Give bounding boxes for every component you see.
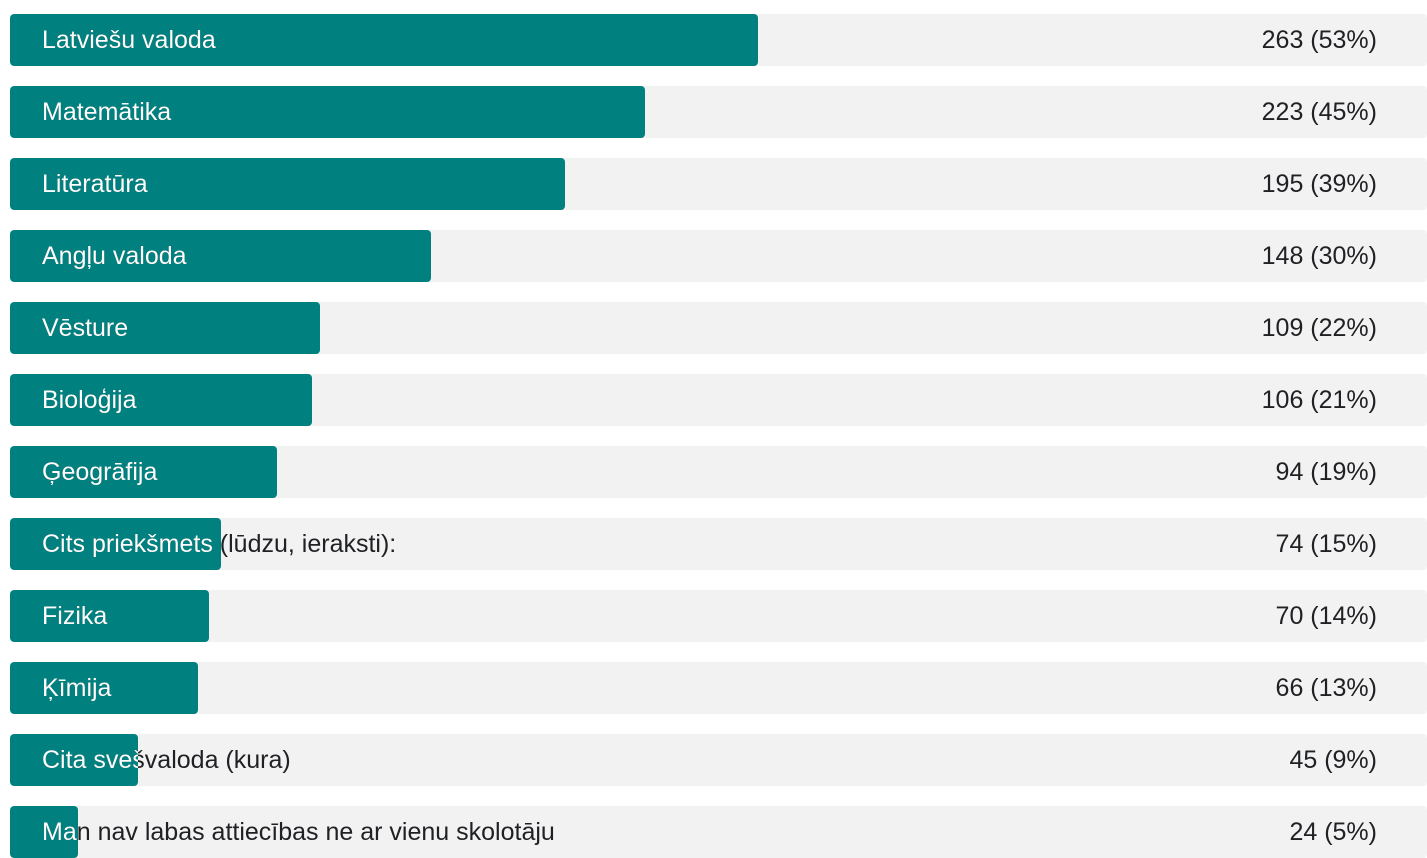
bar xyxy=(10,590,209,642)
bar-row: Literatūra Literatūra 195 (39%) xyxy=(10,158,1427,210)
bar-label: Angļu valoda xyxy=(42,242,187,270)
bar-label-on-bar: Matemātika xyxy=(10,86,645,138)
bar-label-on-bar: Cita svešvaloda (kura) xyxy=(10,734,138,786)
value-label: 94 (19%) xyxy=(1275,458,1377,486)
value-label: 74 (15%) xyxy=(1275,530,1377,558)
bar-label-highlight: Ģeogrāfija xyxy=(42,458,158,486)
bar-label: Cits priekšmets (lūdzu, ieraksti): xyxy=(42,530,397,558)
bar-row: Ģeogrāfija Ģeogrāfija 94 (19%) xyxy=(10,446,1427,498)
bar-row: Vēsture Vēsture 109 (22%) xyxy=(10,302,1427,354)
bar xyxy=(10,662,198,714)
bar-label-highlight: Matemātika xyxy=(42,98,172,126)
bar xyxy=(10,374,312,426)
bar-label-highlight: Latviešu valoda xyxy=(42,26,216,54)
bar-row: Cita svešvaloda (kura)Cita svešvaloda (k… xyxy=(10,734,1427,786)
bar-label-on-bar: Fizika xyxy=(10,590,209,642)
bar-label-highlight: Cits priekšmets (lūdzu, ieraksti): xyxy=(42,530,221,558)
bar-row: Matemātika Matemātika 223 (45%) xyxy=(10,86,1427,138)
bar-label: Matemātika xyxy=(42,98,172,126)
bar-label: Ģeogrāfija xyxy=(42,458,158,486)
bar xyxy=(10,734,138,786)
bar-label-highlight: Cita svešvaloda (kura) xyxy=(42,746,138,774)
bar-label-on-bar: Man nav labas attiecības ne ar vienu sko… xyxy=(10,806,78,858)
value-label: 195 (39%) xyxy=(1261,170,1377,198)
bar-label-highlight: Vēsture xyxy=(42,314,129,342)
bar xyxy=(10,230,431,282)
bar-label-highlight: Fizika xyxy=(42,602,108,630)
value-label: 24 (5%) xyxy=(1289,818,1377,846)
bar-label-on-bar: Latviešu valoda xyxy=(10,14,758,66)
bar-row: Ķīmija Ķīmija 66 (13%) xyxy=(10,662,1427,714)
bar xyxy=(10,446,277,498)
bar-label: Vēsture xyxy=(42,314,129,342)
bar-label: Man nav labas attiecības ne ar vienu sko… xyxy=(42,818,555,846)
bar-label-on-bar: Ķīmija xyxy=(10,662,198,714)
bar-label-highlight: Ķīmija xyxy=(42,674,112,702)
bar-label-on-bar: Vēsture xyxy=(10,302,320,354)
bar-label-on-bar: Bioloģija xyxy=(10,374,312,426)
bar-label-highlight: Literatūra xyxy=(42,170,148,198)
bar-row: Fizika Fizika 70 (14%) xyxy=(10,590,1427,642)
bar xyxy=(10,86,645,138)
bar-row: Angļu valoda Angļu valoda 148 (30%) xyxy=(10,230,1427,282)
bar-label: Cita svešvaloda (kura) xyxy=(42,746,291,774)
bar-label-on-bar: Angļu valoda xyxy=(10,230,431,282)
bar-label: Latviešu valoda xyxy=(42,26,216,54)
value-label: 66 (13%) xyxy=(1275,674,1377,702)
value-label: 109 (22%) xyxy=(1261,314,1377,342)
bar-row: Latviešu valoda Latviešu valoda 263 (53%) xyxy=(10,14,1427,66)
bar-row: Man nav labas attiecības ne ar vienu sko… xyxy=(10,806,1427,858)
bar-label-highlight: Man nav labas attiecības ne ar vienu sko… xyxy=(42,818,78,846)
bar xyxy=(10,14,758,66)
bar-label-highlight: Bioloģija xyxy=(42,386,137,414)
bar-label-on-bar: Literatūra xyxy=(10,158,565,210)
value-label: 263 (53%) xyxy=(1261,26,1377,54)
value-label: 70 (14%) xyxy=(1275,602,1377,630)
bar-label: Bioloģija xyxy=(42,386,137,414)
bar xyxy=(10,302,320,354)
bar-row: Bioloģija Bioloģija 106 (21%) xyxy=(10,374,1427,426)
value-label: 45 (9%) xyxy=(1289,746,1377,774)
bar-label: Ķīmija xyxy=(42,674,112,702)
bar-row: Cits priekšmets (lūdzu, ieraksti): Cits p… xyxy=(10,518,1427,570)
bar-label: Literatūra xyxy=(42,170,148,198)
bar xyxy=(10,806,78,858)
value-label: 223 (45%) xyxy=(1261,98,1377,126)
value-label: 148 (30%) xyxy=(1261,242,1377,270)
bar-label: Fizika xyxy=(42,602,108,630)
bar xyxy=(10,158,565,210)
bar-label-on-bar: Ģeogrāfija xyxy=(10,446,277,498)
bar xyxy=(10,518,221,570)
bar-label-on-bar: Cits priekšmets (lūdzu, ieraksti): xyxy=(10,518,221,570)
bar-label-highlight: Angļu valoda xyxy=(42,242,187,270)
value-label: 106 (21%) xyxy=(1261,386,1377,414)
